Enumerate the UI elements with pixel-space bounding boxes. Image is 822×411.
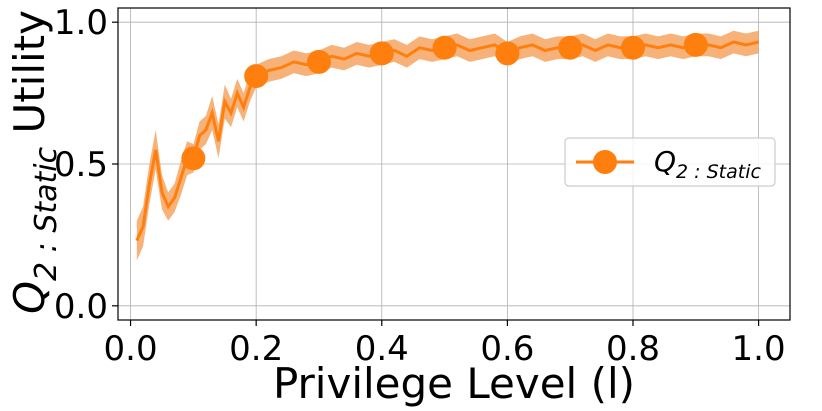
series-marker [181,146,206,171]
series-marker [306,49,331,74]
series-marker [432,35,457,60]
y-axis-label-main: Q [5,281,54,314]
x-tick-label: 0.6 [480,329,534,369]
series-marker [369,41,394,66]
x-tick-label: 0.4 [355,329,409,369]
y-axis-ticks: 0.0 0.5 1.0 [54,3,118,327]
x-axis-label: Privilege Level (l) [273,359,635,408]
legend-label-main: Q [654,145,676,178]
series-marker [244,64,269,89]
series-marker [495,41,520,66]
x-tick-label: 0.2 [229,329,283,369]
y-tick-label: 0.5 [54,145,108,185]
x-axis-ticks: 0.0 0.2 0.4 0.6 0.8 1.0 [104,320,786,369]
y-tick-label: 0.0 [54,287,108,327]
series-marker [620,35,645,60]
legend-label-sub: 2 : Static [676,161,761,183]
legend: Q2 : Static [564,137,776,187]
series-marker [558,35,583,60]
legend-marker [593,150,617,174]
y-axis-label-sub: 2 : Static [29,146,64,281]
series-marker [683,32,708,57]
x-tick-label: 1.0 [732,329,786,369]
x-tick-label: 0.8 [606,329,660,369]
x-tick-label: 0.0 [104,329,158,369]
legend-box [564,137,776,187]
legend-label: Q2 : Static [654,145,761,183]
series-markers [181,32,708,171]
y-tick-label: 1.0 [54,3,108,43]
y-axis-label-suffix: Utility [5,10,54,147]
y-axis-label: Q2 : Static Utility [5,10,64,314]
